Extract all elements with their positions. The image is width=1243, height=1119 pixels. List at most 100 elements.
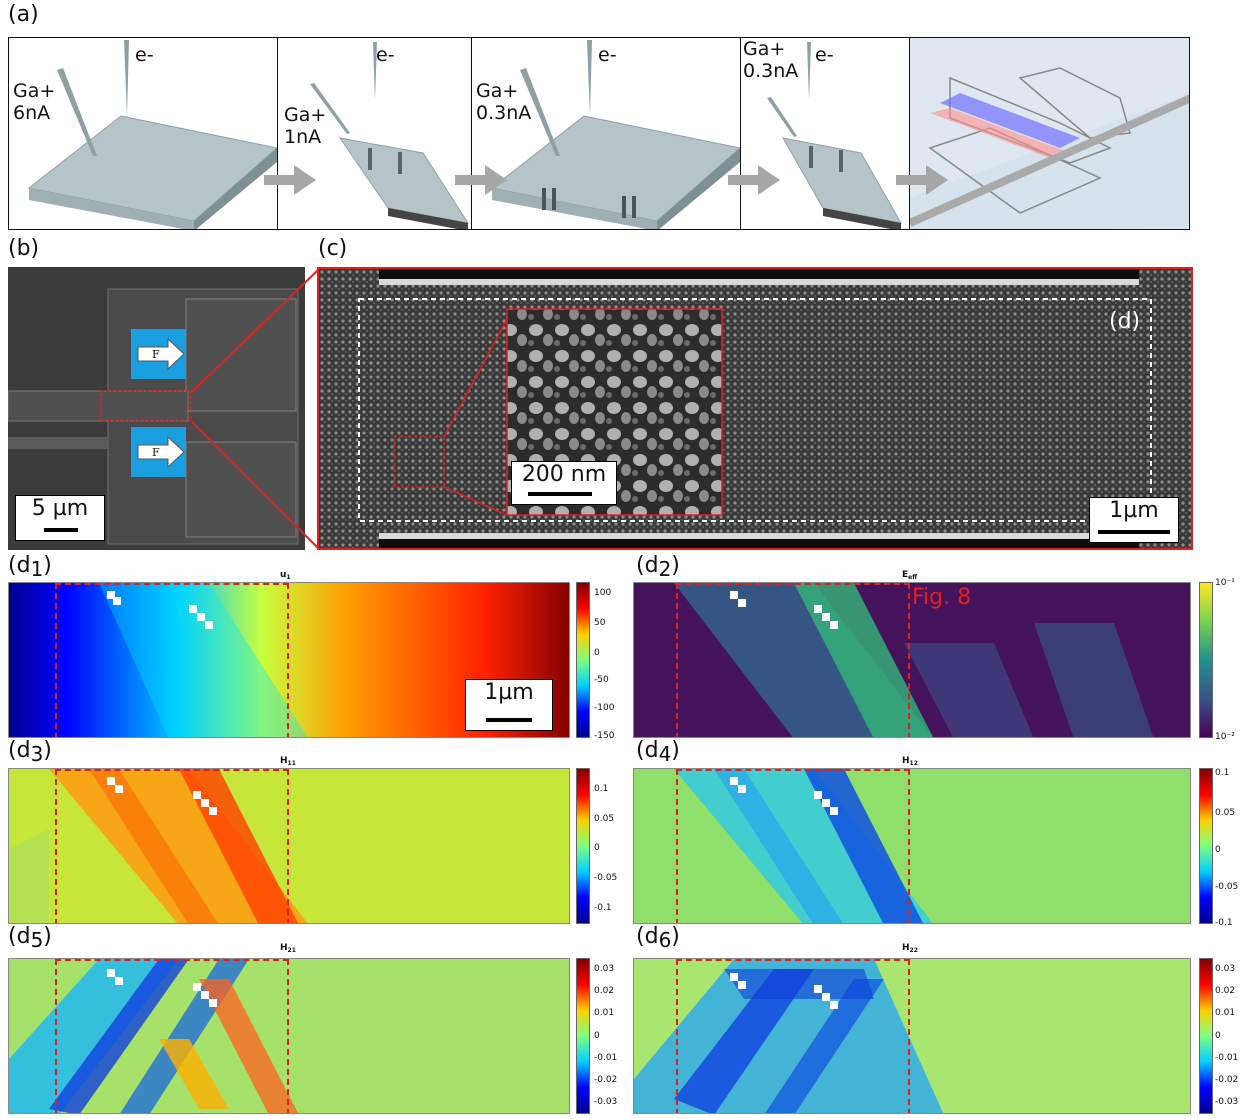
step-2-electron-text: e- [376, 44, 395, 66]
tick: 0.1 [594, 784, 608, 794]
step-4-beam-text: Ga+ 0.3nA [743, 38, 798, 82]
scale-bar-box: 5 µm [15, 495, 105, 541]
colorbar-d6 [1199, 958, 1213, 1114]
map-d2-label: (d2) [636, 553, 680, 581]
tick: 0.01 [1215, 1008, 1235, 1018]
strain-map-h11 [8, 768, 570, 924]
arrow-right-icon [896, 165, 948, 195]
step-3-beam-text: Ga+ 0.3nA [476, 80, 531, 124]
tick: 50 [594, 618, 605, 628]
map-d1-scale-box: 1µm [465, 679, 553, 731]
scale-bar-c [1098, 530, 1170, 534]
fib-step-1: Ga+ 6nA e- [8, 37, 278, 230]
tick: 0.05 [594, 814, 614, 824]
region-d-label: (d) [1109, 309, 1140, 334]
tick: -0.01 [1215, 1053, 1238, 1063]
inset-scale-bar-box: 200 nm [511, 461, 617, 505]
tick: 0 [594, 843, 600, 853]
tick: -0.1 [594, 903, 612, 913]
colorbar-d3 [576, 768, 590, 924]
fib-step-5-model [909, 37, 1190, 230]
step-1-electron-text: e- [135, 44, 154, 66]
map-d4-title: H12 [902, 756, 918, 767]
tick: -0.03 [594, 1097, 617, 1107]
map-d6-label: (d6) [636, 924, 680, 952]
tick: 0 [594, 648, 600, 658]
scale-bar-box-c: 1µm [1089, 497, 1179, 543]
map-d1-title: u1 [280, 570, 291, 581]
strain-map-h12 [633, 768, 1191, 924]
cantilever-block-icon [9, 38, 278, 230]
colorbar-d5 [576, 958, 590, 1114]
step-4-electron-text: e- [815, 44, 834, 66]
tick: 0 [594, 1031, 600, 1041]
sem-image-gauge-section: (d) 200 nm 1µm [317, 267, 1193, 550]
map-d1-label: (d1) [8, 553, 52, 581]
tick: 10⁻² [1215, 732, 1235, 742]
tick: -100 [594, 703, 614, 713]
strain-map-h21 [8, 958, 570, 1114]
map-d5-title: H21 [280, 943, 296, 954]
zoom-connector-lines [180, 260, 325, 560]
colorbar-d4 [1199, 768, 1213, 924]
step-2-beam-text: Ga+ 1nA [284, 104, 326, 148]
tick: 10⁻¹ [1215, 578, 1235, 588]
fib-step-4: Ga+ 0.3nA e- [740, 37, 910, 230]
tick: -0.03 [1215, 1097, 1238, 1107]
map-d4-roi-box [676, 769, 910, 924]
map-d1-roi-box [55, 583, 289, 738]
arrow-right-icon [728, 165, 780, 195]
arrow-right-icon [264, 165, 316, 195]
tick: 0.03 [594, 964, 614, 974]
fib-step-3: Ga+ 0.3nA e- [471, 37, 741, 230]
scale-bar [44, 528, 78, 532]
map-d5-label: (d5) [8, 924, 52, 952]
displacement-map-u1: 1µm [8, 582, 570, 738]
step-3-electron-text: e- [598, 44, 617, 66]
colorbar-d1 [576, 582, 590, 738]
map-d5-roi-box [55, 959, 289, 1114]
map-d3-title: H11 [280, 756, 296, 767]
scale-bar-label: 5 µm [16, 496, 104, 521]
tick: -0.01 [594, 1053, 617, 1063]
strain-map-h22 [633, 958, 1191, 1114]
tick: -0.02 [594, 1075, 617, 1085]
cantilever-trenched-icon [472, 38, 741, 230]
effective-strain-map: Fig. 8 [633, 582, 1191, 738]
map-d3-label: (d3) [8, 738, 52, 766]
tick: -150 [594, 731, 614, 741]
map-d2-title: Eeff [902, 570, 917, 581]
tick: 100 [594, 588, 611, 598]
fib-step-2: Ga+ 1nA e- [277, 37, 472, 230]
tick: 0.02 [594, 986, 614, 996]
tick: -0.1 [1215, 918, 1233, 928]
tick: -50 [594, 675, 609, 685]
tick: 0.02 [1215, 986, 1235, 996]
map-d1-scale-label: 1µm [466, 680, 552, 705]
map-d4-label: (d4) [636, 738, 680, 766]
figure-8-callout: Fig. 8 [912, 585, 971, 610]
force-label-bottom: F [152, 446, 160, 459]
map-d2-roi-box [676, 583, 910, 738]
panel-b-label: (b) [8, 236, 39, 261]
tick: 0 [1215, 845, 1221, 855]
tick: 0.05 [1215, 808, 1235, 818]
tick: 0 [1215, 1031, 1221, 1041]
specimen-3d-model-icon [910, 38, 1190, 230]
tick: -0.02 [1215, 1075, 1238, 1085]
tick: 0.01 [594, 1008, 614, 1018]
scale-bar-label-c: 1µm [1090, 498, 1178, 523]
inset-scale-bar-label: 200 nm [512, 462, 616, 487]
panel-a-label: (a) [8, 2, 39, 27]
tick: 0.1 [1215, 768, 1229, 778]
map-d1-scale-bar [486, 718, 532, 722]
tick: 0.03 [1215, 964, 1235, 974]
inset-scale-bar [528, 492, 592, 496]
map-d3-roi-box [55, 769, 289, 924]
grain-texture-graphic [319, 269, 1193, 550]
step-1-beam-text: Ga+ 6nA [13, 80, 55, 124]
map-d6-title: H22 [902, 943, 918, 954]
tick: -0.05 [1215, 882, 1238, 892]
arrow-right-icon [455, 165, 507, 195]
panel-c-label: (c) [318, 236, 347, 261]
